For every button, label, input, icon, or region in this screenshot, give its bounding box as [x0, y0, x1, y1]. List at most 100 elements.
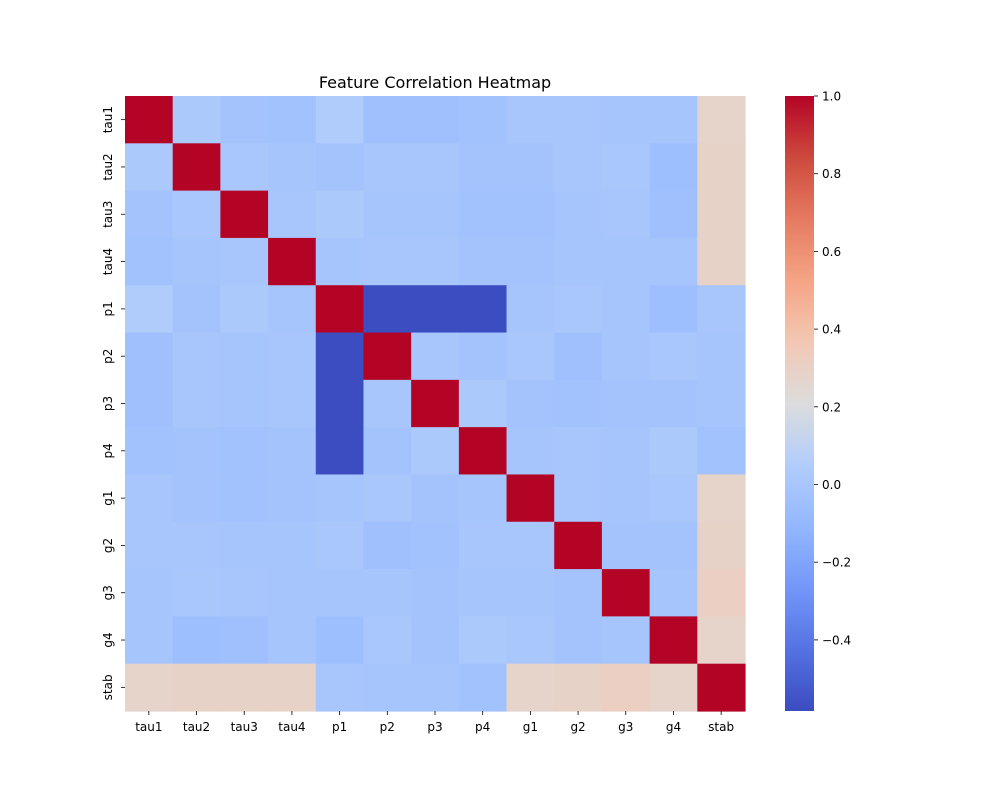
heatmap-cell	[411, 616, 460, 665]
heatmap-cell	[125, 285, 174, 334]
heatmap-cell	[554, 96, 603, 144]
colorbar-tick-label: 0.4	[822, 323, 841, 337]
heatmap-cell	[458, 569, 508, 617]
heatmap-cell	[125, 237, 174, 286]
heatmap-cell	[601, 616, 651, 665]
heatmap-cell	[363, 663, 412, 712]
heatmap-cell	[172, 474, 221, 523]
heatmap-cell	[697, 237, 746, 286]
x-tick-label: g4	[666, 720, 681, 734]
heatmap-cell	[268, 237, 317, 286]
heatmap-cell	[697, 379, 746, 428]
heatmap-cell	[458, 616, 508, 665]
heatmap-cell	[268, 474, 317, 523]
x-tick-label: p1	[332, 720, 347, 734]
heatmap-cell	[458, 190, 508, 239]
y-tick-label: stab	[101, 674, 115, 700]
heatmap-cell	[315, 569, 365, 617]
heatmap-cell	[411, 521, 460, 570]
heatmap-cell	[506, 379, 555, 428]
heatmap-cell	[125, 569, 174, 617]
heatmap-cell	[363, 143, 412, 192]
heatmap-cell	[172, 663, 221, 712]
heatmap-cell	[363, 521, 412, 570]
heatmap-cell	[458, 237, 508, 286]
heatmap-cell	[172, 285, 221, 334]
heatmap-cell	[601, 96, 651, 144]
heatmap-cell	[268, 521, 317, 570]
heatmap-cell	[697, 521, 746, 570]
heatmap-cell	[268, 569, 317, 617]
heatmap-cell	[220, 96, 269, 144]
y-tick-label: g1	[101, 490, 115, 505]
colorbar-tick-label: 0.2	[822, 400, 841, 414]
heatmap-cell	[506, 427, 555, 476]
heatmap-cell	[125, 616, 174, 665]
heatmap-cell	[172, 521, 221, 570]
x-tick-label: g2	[570, 720, 585, 734]
heatmap-cell	[315, 663, 365, 712]
heatmap-cell	[220, 569, 269, 617]
x-tick-label: p3	[427, 720, 442, 734]
heatmap-cell	[220, 616, 269, 665]
heatmap-cell	[315, 616, 365, 665]
heatmap-cell	[506, 521, 555, 570]
colorbar-gradient	[785, 96, 814, 711]
heatmap-cell	[649, 663, 698, 712]
heatmap-cell	[554, 569, 603, 617]
heatmap-cell	[268, 96, 317, 144]
heatmap-cell	[363, 96, 412, 144]
heatmap-cell	[411, 663, 460, 712]
x-tick-label: stab	[708, 720, 734, 734]
heatmap-cell	[220, 427, 269, 476]
heatmap-cell	[363, 616, 412, 665]
heatmap-cell	[411, 237, 460, 286]
y-tick-label: p4	[101, 443, 115, 458]
heatmap-cell	[411, 332, 460, 381]
heatmap-cell	[315, 332, 365, 381]
heatmap-cell	[363, 569, 412, 617]
colorbar-tick-label: 0.0	[822, 478, 841, 492]
heatmap-cell	[649, 143, 698, 192]
heatmap-cell	[554, 190, 603, 239]
heatmap-cell	[601, 521, 651, 570]
x-tick-label: g3	[618, 720, 633, 734]
heatmap-cell	[363, 427, 412, 476]
heatmap-cell	[411, 379, 460, 428]
heatmap-cell	[172, 143, 221, 192]
heatmap-cell	[411, 143, 460, 192]
heatmap-cell	[220, 285, 269, 334]
heatmap-cell	[125, 521, 174, 570]
heatmap-cell	[554, 663, 603, 712]
heatmap-cell	[554, 285, 603, 334]
heatmap-cell	[172, 427, 221, 476]
heatmap-cell	[315, 96, 365, 144]
heatmap-cell	[506, 96, 555, 144]
heatmap-cell	[220, 143, 269, 192]
heatmap-cell	[172, 569, 221, 617]
heatmap-cell	[458, 663, 508, 712]
y-tick-label: g4	[101, 632, 115, 647]
colorbar-tick-label: −0.4	[822, 633, 851, 647]
heatmap-cell	[697, 474, 746, 523]
colorbar-tick-label: 0.8	[822, 167, 841, 181]
heatmap-cell	[601, 190, 651, 239]
y-axis-ticks: tau1 tau2 tau3 tau4 p1 p2 p3 p4 g1 g2 g3 g4 stab	[101, 106, 125, 700]
heatmap-cell	[363, 190, 412, 239]
y-tick-label: p2	[101, 349, 115, 364]
y-tick-label: p3	[101, 396, 115, 411]
heatmap-cell	[697, 616, 746, 665]
heatmap-cell	[268, 663, 317, 712]
heatmap-cell	[268, 616, 317, 665]
heatmap-cell	[649, 474, 698, 523]
heatmap-cell	[125, 427, 174, 476]
heatmap-cell	[458, 474, 508, 523]
heatmap-cell	[506, 569, 555, 617]
heatmap-cell	[458, 521, 508, 570]
heatmap-cell	[172, 190, 221, 239]
chart-title: Feature Correlation Heatmap	[319, 73, 551, 92]
heatmap-cell	[506, 237, 555, 286]
y-tick-label: tau3	[101, 201, 115, 228]
heatmap-cell	[458, 96, 508, 144]
